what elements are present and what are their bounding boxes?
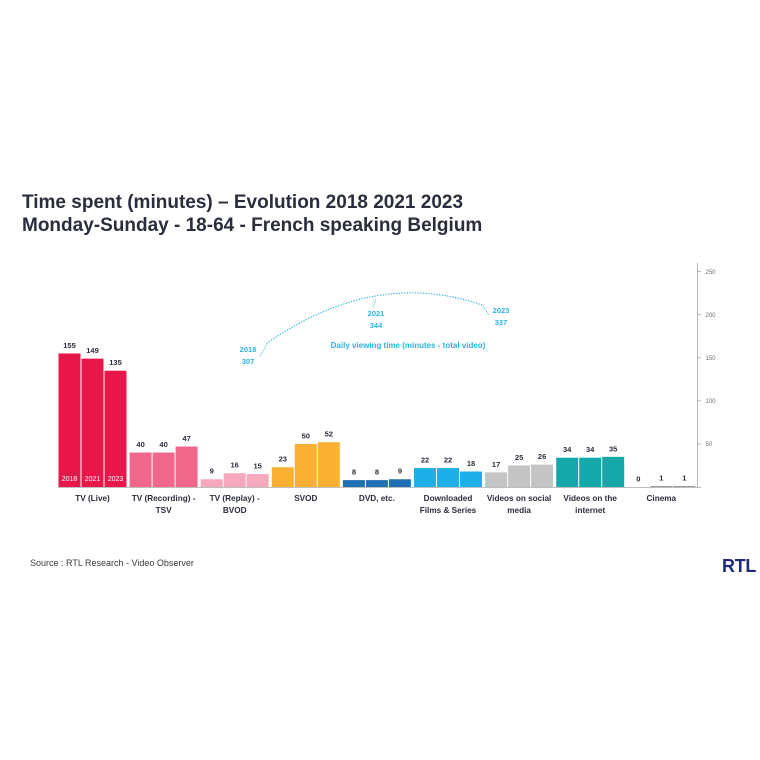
chart-titles: Time spent (minutes) – Evolution 2018 20… [22,191,482,237]
bar-group-tv-replay-bvod: 9 16 15 [200,461,269,487]
value-label: 17 [492,460,500,469]
value-label: 8 [375,468,379,477]
bar-svod-2023 [317,442,340,487]
bar-group-svod: 23 50 52 [271,430,340,487]
value-label: 50 [302,431,310,440]
category-label-downloaded-films-series: Downloaded Films & Series [419,494,477,515]
value-label: 0 [636,475,640,484]
daily-viewing-time-line: 2018 307 2021 344 2023 337 Daily viewing time … [240,292,510,366]
line-point-year-label: 2021 [368,309,385,318]
bar-videos-on-the-internet-2021 [579,457,602,487]
value-label: 15 [254,462,262,471]
category-label-videos-on-the-internet: Videos on the internet [563,494,617,515]
bar-dvd-etc-2018 [342,480,365,487]
value-label: 18 [467,459,475,468]
bar-downloaded-films-series-2023 [460,471,482,487]
line-point-value-label: 307 [242,357,255,366]
series-year-label-2021: 2021 [85,476,101,483]
value-label: 9 [210,467,214,476]
bar-downloaded-films-series-2021 [437,468,459,487]
value-label: 135 [109,358,122,367]
value-label: 9 [398,467,402,476]
category-label-svod: SVOD [294,494,318,503]
bar-tv-live-2018 [58,353,81,487]
value-label: 22 [421,456,429,465]
bar-group-videos-on-the-internet: 34 34 35 [556,444,625,487]
bar-cinema-2023 [673,486,696,487]
value-label: 26 [538,452,546,461]
series-year-label-2018: 2018 [62,476,78,483]
value-label: 47 [182,434,190,443]
bar-videos-on-the-internet-2018 [556,457,579,487]
chart-subtitle: Monday-Sunday - 18-64 - French speaking … [22,215,483,236]
bar-group-cinema: 0 1 1 [636,474,696,487]
bar-group-tv-live: 155 2018 149 2021 135 2023 [58,341,127,487]
value-label: 23 [279,455,287,464]
value-label: 155 [63,341,76,350]
value-label: 34 [586,445,595,454]
category-label-tv-replay-bvod: TV (Replay) - BVOD [209,494,260,515]
bar-dvd-etc-2023 [388,479,411,487]
bar-svod-2018 [271,467,294,487]
bar-downloaded-films-series-2018 [414,468,436,487]
value-label: 40 [136,440,144,449]
category-label-tv-recording-tsv: TV (Recording) - TSV [131,494,196,515]
value-label: 34 [563,445,572,454]
value-label: 149 [86,346,99,355]
value-label: 16 [231,461,239,470]
line-point-connector [259,343,268,357]
bar-tv-recording-tsv-2021 [152,452,175,487]
bar-tv-recording-tsv-2023 [175,446,198,487]
y-tick-label: 100 [706,399,717,405]
bar-tv-live-2023 [104,370,127,487]
value-label: 1 [682,474,686,483]
line-point-year-label: 2023 [493,306,510,315]
bar-group-tv-recording-tsv: 40 40 47 [129,434,198,487]
category-label-tv-live: TV (Live) [75,494,110,503]
value-label: 52 [325,430,333,439]
bar-videos-on-social-media-2023 [531,464,554,487]
category-label-videos-on-social-media: Videos on social media [486,494,552,515]
bar-dvd-etc-2021 [365,480,388,487]
bar-tv-replay-bvod-2021 [223,473,246,487]
value-label: 22 [444,456,452,465]
series-year-label-2023: 2023 [108,476,124,483]
line-point-connector [372,298,377,308]
value-label: 25 [515,453,523,462]
bar-group-downloaded-films-series: 22 22 18 [414,456,482,487]
value-label: 1 [659,474,663,483]
line-point-value-label: 344 [370,321,383,330]
bar-videos-on-social-media-2021 [508,465,531,487]
bar-svod-2021 [294,443,317,487]
line-point-value-label: 337 [495,318,508,327]
y-tick-label: 150 [706,356,717,362]
bar-tv-replay-bvod-2018 [200,479,223,487]
dotted-trend-line [266,292,483,344]
line-point-year-label: 2018 [240,345,257,354]
bar-tv-replay-bvod-2023 [246,474,269,487]
category-label-cinema: Cinema [646,494,677,503]
value-label: 40 [159,440,167,449]
value-label: 35 [609,444,617,453]
bar-videos-on-the-internet-2023 [602,456,625,487]
bar-cinema-2021 [650,486,673,487]
chart-title: Time spent (minutes) – Evolution 2018 20… [22,192,464,213]
bar-videos-on-social-media-2018 [485,472,508,487]
bar-group-dvd-etc: 8 8 9 [342,467,411,487]
bar-tv-live-2021 [81,358,104,487]
source-note: Source : RTL Research - Video Observer [30,558,194,568]
bar-group-videos-on-social-media: 17 25 26 [485,452,554,487]
bar-tv-recording-tsv-2018 [129,452,152,487]
y-tick-label: 200 [706,313,717,319]
rtl-logo: RTL [722,556,757,576]
line-series-label: Daily viewing time (minutes - total vide… [331,341,486,350]
y-tick-label: 250 [706,270,717,276]
y-tick-label: 50 [706,442,713,448]
value-label: 8 [352,468,356,477]
category-label-dvd-etc: DVD, etc. [358,494,395,503]
